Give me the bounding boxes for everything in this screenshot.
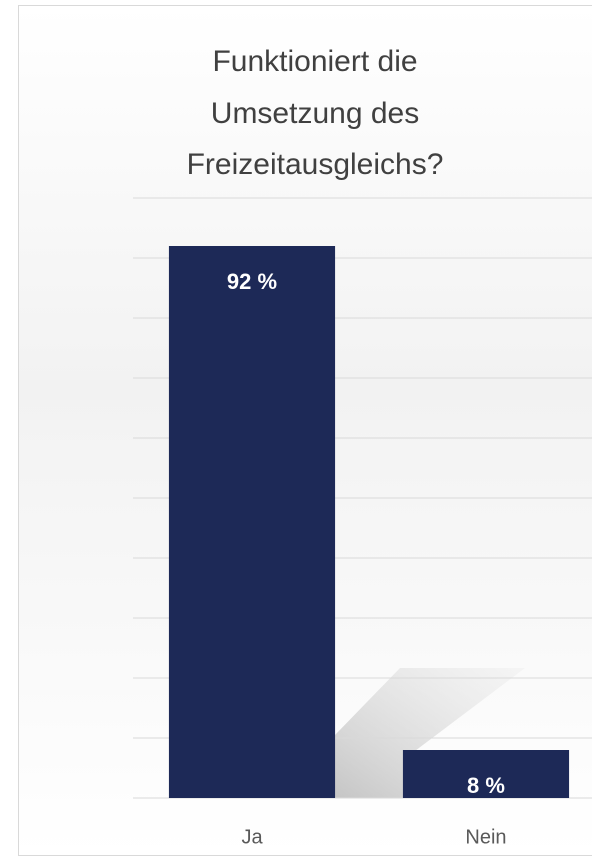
title-line: Freizeitausgleichs? [187, 148, 444, 181]
title-line: Umsetzung des [211, 97, 419, 130]
data-label: 92 % [227, 269, 277, 294]
title-line: Funktioniert die [212, 45, 417, 78]
bar-shadow [335, 668, 525, 798]
x-tick-label: Ja [241, 826, 263, 848]
x-tick-label: Nein [465, 826, 506, 848]
bar [402, 750, 570, 798]
data-label: 8 % [467, 773, 505, 798]
bar [168, 246, 336, 798]
chart-title: Funktioniert die Umsetzung des Freizeita… [187, 45, 444, 181]
